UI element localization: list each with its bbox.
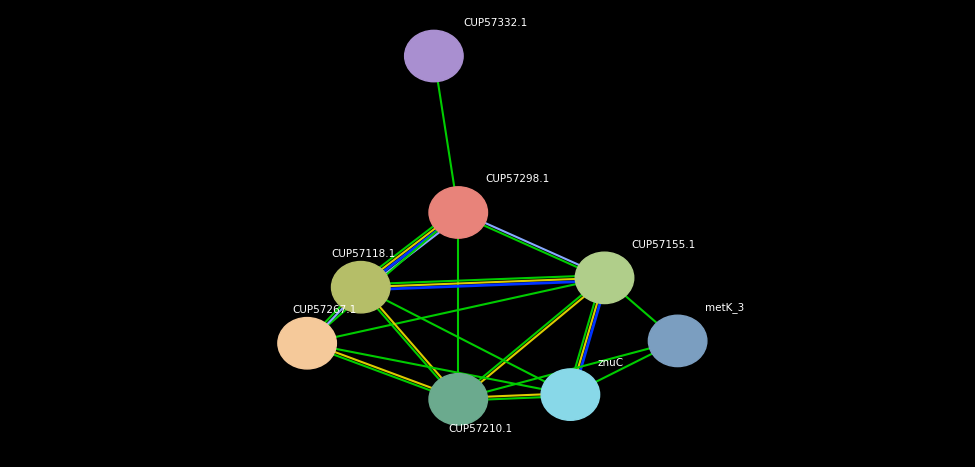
Ellipse shape bbox=[405, 30, 463, 82]
Text: CUP57118.1: CUP57118.1 bbox=[332, 249, 396, 259]
Text: CUP57332.1: CUP57332.1 bbox=[463, 18, 527, 28]
Text: znuC: znuC bbox=[598, 358, 624, 368]
Ellipse shape bbox=[429, 374, 488, 425]
Ellipse shape bbox=[278, 318, 336, 369]
Ellipse shape bbox=[429, 187, 488, 238]
Ellipse shape bbox=[648, 315, 707, 367]
Text: CUP57155.1: CUP57155.1 bbox=[632, 240, 696, 250]
Text: CUP57267.1: CUP57267.1 bbox=[292, 305, 357, 315]
Text: CUP57298.1: CUP57298.1 bbox=[486, 175, 550, 184]
Text: metK_3: metK_3 bbox=[705, 302, 744, 313]
Ellipse shape bbox=[575, 252, 634, 304]
Ellipse shape bbox=[332, 262, 390, 313]
Ellipse shape bbox=[541, 369, 600, 420]
Text: CUP57210.1: CUP57210.1 bbox=[448, 425, 513, 434]
